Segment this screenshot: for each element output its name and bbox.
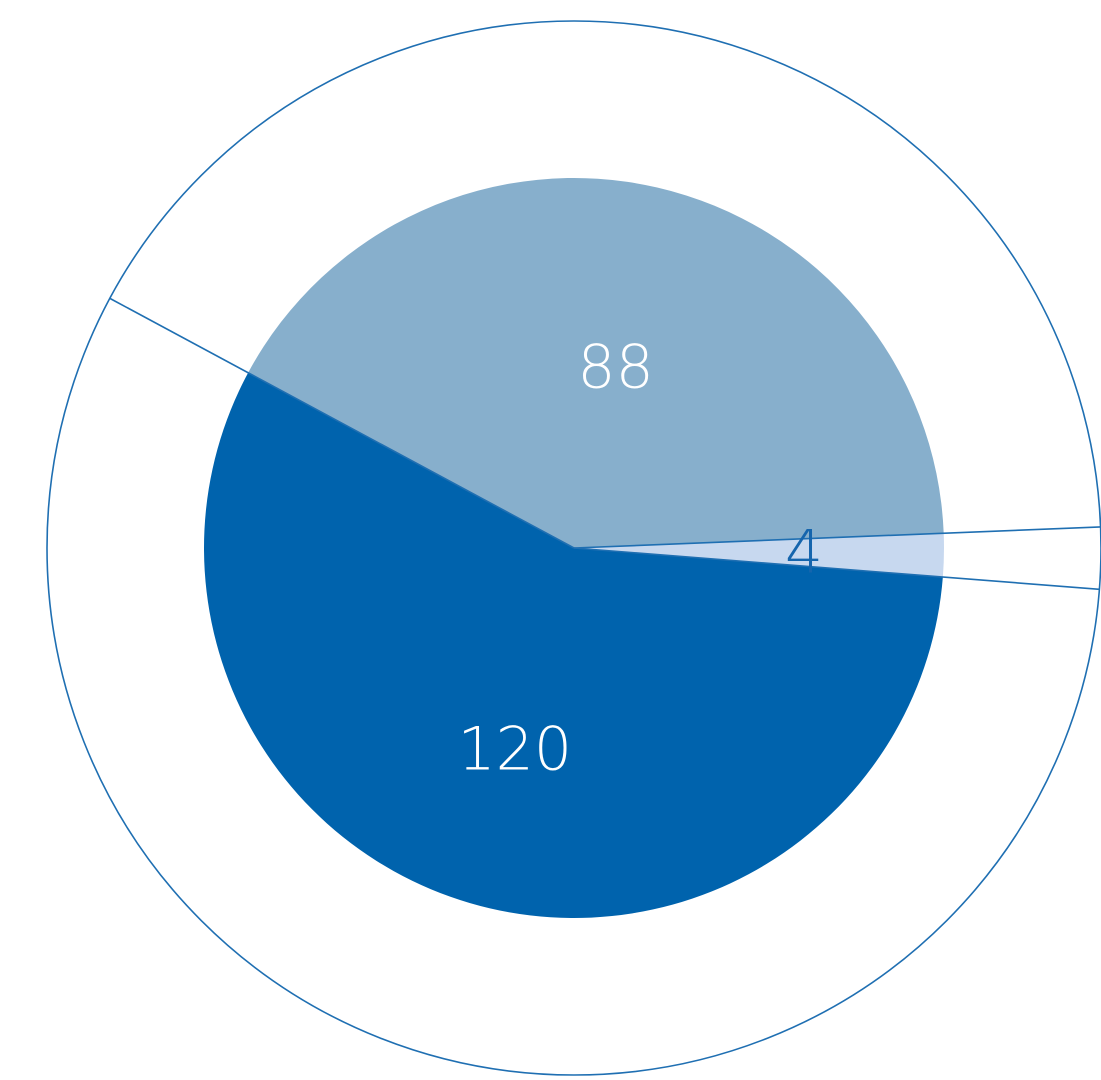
pie-slice-88	[248, 178, 944, 548]
ring-divider-1	[109, 297, 575, 549]
slice-value-label-1: 88	[577, 333, 653, 403]
pie-slice-120	[204, 372, 943, 918]
slice-value-label-0: 120	[457, 714, 572, 784]
pie-slice-4	[574, 533, 944, 578]
slice-value-label-2: 4	[785, 517, 823, 587]
outer-ring	[46, 20, 1101, 1076]
pie-slices	[204, 178, 944, 918]
ring-divider-lines	[109, 297, 1101, 591]
slice-labels: 120 88 4	[457, 333, 823, 785]
ring-divider-0	[573, 547, 1100, 591]
ring-divider-2	[573, 526, 1101, 549]
